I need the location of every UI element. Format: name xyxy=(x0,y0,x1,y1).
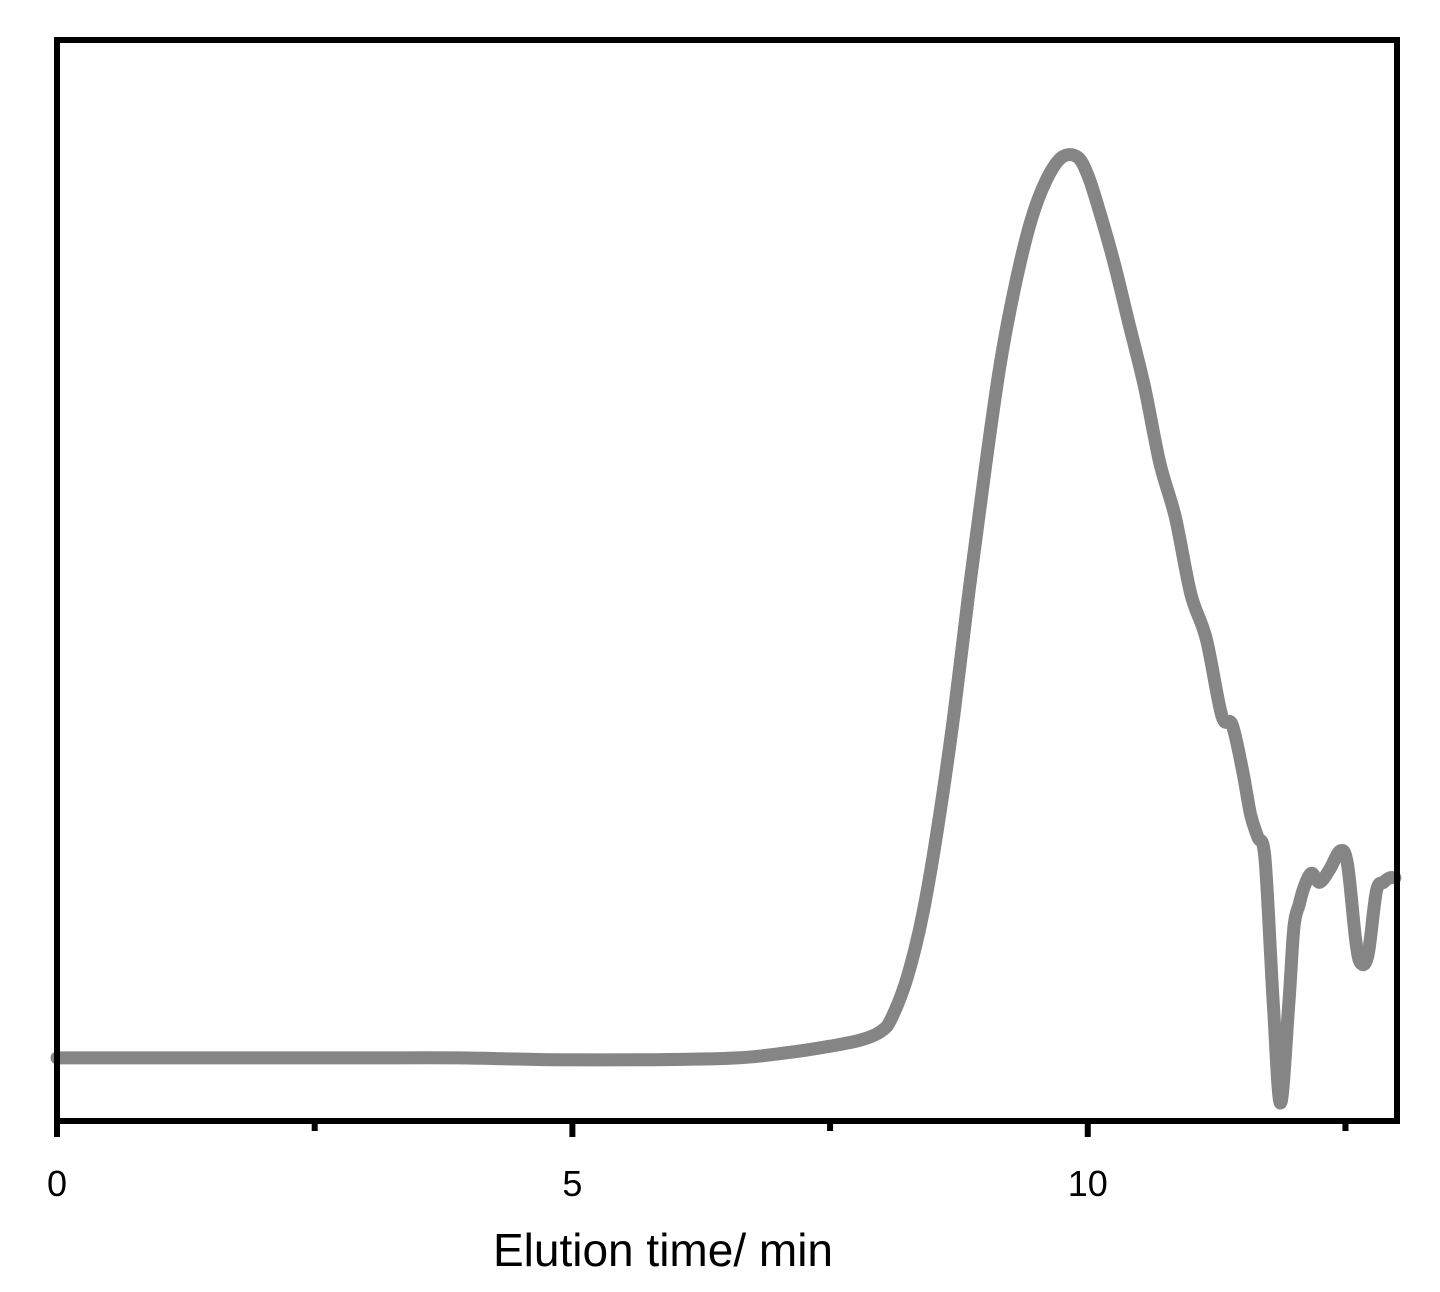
series-line xyxy=(50,148,1402,1110)
plot-frame xyxy=(54,37,1400,1124)
x-tick-label: 10 xyxy=(1068,1163,1108,1204)
x-axis-title: Elution time/ min xyxy=(493,1224,833,1276)
x-axis-tick-labels: 0 5 10 xyxy=(47,1163,1108,1204)
x-tick-label: 0 xyxy=(47,1163,67,1204)
x-tick-label: 5 xyxy=(562,1163,582,1204)
